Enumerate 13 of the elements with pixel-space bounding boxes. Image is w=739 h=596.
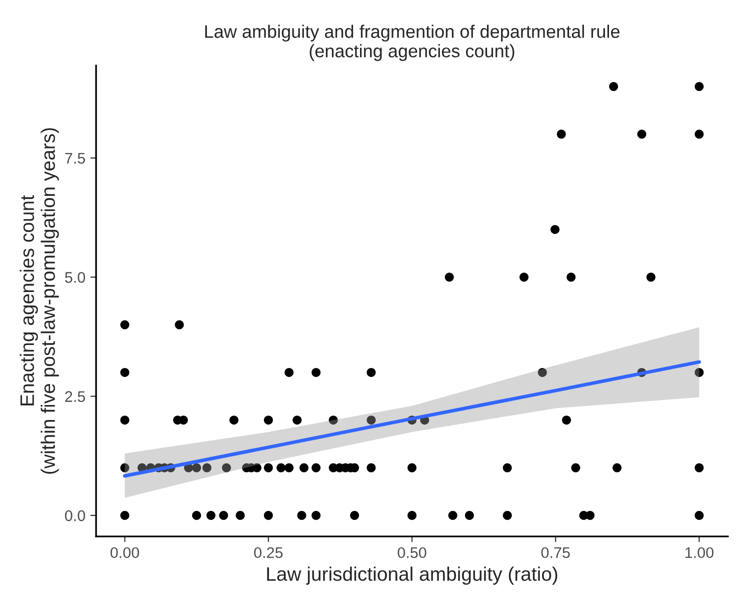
y-tick-label: 2.5 [65,391,86,402]
x-axis-title: Law jurisdictional ambiguity (ratio) [267,566,558,585]
y-axis-title: Enacting agencies count (within five post-law-promulgation years) [20,128,59,474]
x-tick-label: 0.75 [541,547,570,558]
y-tick-label: 5.0 [65,272,86,283]
y-tick-label: 7.5 [65,153,86,164]
x-tick-label: 1.00 [685,547,714,558]
chart-title: Law ambiguity and fragmention of departmental rule (enacting agencies count) [205,24,620,61]
x-tick-label: 0.50 [398,547,426,558]
x-tick-label: 0.25 [254,547,283,558]
x-tick-label: 0.00 [110,547,140,558]
line-series [123,360,701,478]
y-tick-label: 0.0 [65,510,86,522]
